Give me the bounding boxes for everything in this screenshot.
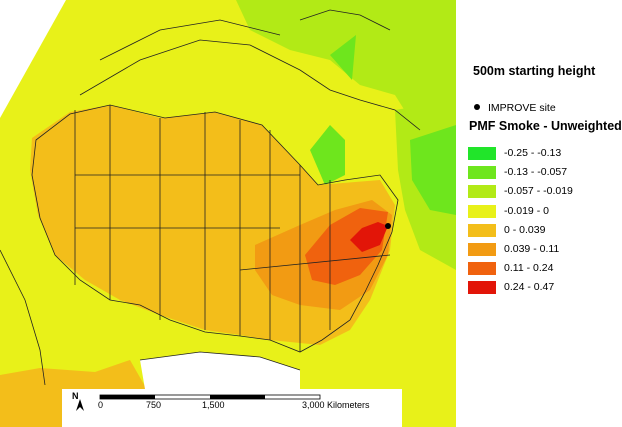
legend-class-label: -0.25 - -0.13: [504, 147, 562, 159]
legend-class-label: 0 - 0.039: [504, 223, 546, 236]
map-canvas[interactable]: [0, 0, 456, 427]
legend-class-label: 0.039 - 0.11: [504, 242, 560, 255]
scale-tick-1500: 1,500: [202, 400, 225, 410]
field-hotspot-red: [350, 222, 388, 252]
scale-tick-750: 750: [146, 400, 162, 410]
scale-bar-graphic: [76, 394, 321, 411]
scale-bar-segment-3: [210, 395, 265, 399]
north-arrow-icon: [76, 399, 84, 411]
legend-swatch: [468, 223, 496, 237]
legend-swatch: [468, 185, 496, 199]
legend-swatch: [468, 242, 496, 256]
legend-swatch: [468, 281, 496, 295]
legend-class-label: -0.13 - -0.057: [504, 166, 568, 179]
legend-class-label: 0.24 - 0.47: [504, 281, 555, 294]
legend-subtitle: PMF Smoke - Unweighted: [469, 119, 622, 133]
site-dot-icon: [474, 104, 480, 110]
legend-class-label: -0.057 - -0.019: [504, 185, 573, 198]
legend-class-label: 0.11 - 0.24: [504, 262, 554, 275]
legend-panel: 500m starting height IMPROVE site PMF Sm…: [456, 0, 622, 427]
scale-tick-0: 0: [98, 400, 104, 410]
legend-class-label: -0.019 - 0: [504, 204, 549, 217]
legend-site-entry: IMPROVE site: [474, 102, 556, 114]
legend-swatch: [468, 166, 496, 180]
map-panel[interactable]: N 0 750 1,500 3,000 Kilometers: [0, 0, 456, 427]
scale-bar: N 0 750 1,500 3,000 Kilometers: [62, 389, 402, 427]
scale-tick-3000: 3,000 Kilometers: [302, 400, 370, 410]
legend-title: 500m starting height: [473, 64, 596, 78]
field-atlantic-green: [410, 125, 456, 215]
north-letter: N: [72, 391, 79, 401]
field-greatlakes-green: [310, 125, 345, 185]
legend-site-label: IMPROVE site: [488, 102, 556, 114]
field-north-lime: [236, 0, 456, 150]
political-boundaries: [0, 9, 421, 411]
legend-swatch: [468, 204, 496, 218]
field-north-green: [330, 35, 356, 80]
scale-bar-segment-1: [100, 395, 155, 399]
legend-swatch: [468, 147, 496, 160]
legend-swatch: [468, 262, 496, 276]
improve-site-marker[interactable]: [385, 223, 391, 229]
